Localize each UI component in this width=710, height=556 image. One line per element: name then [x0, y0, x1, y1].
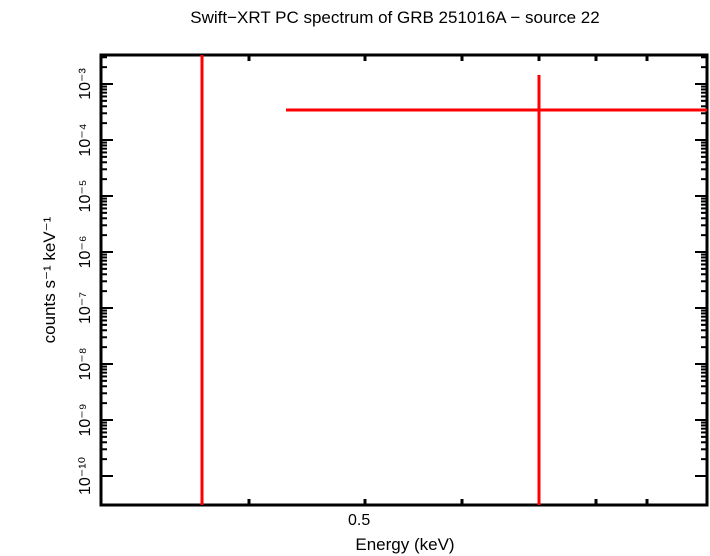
svg-text:10⁻⁷: 10⁻⁷	[77, 292, 94, 324]
x-axis-label: Energy (keV)	[355, 535, 455, 554]
plot-frame	[99, 53, 709, 507]
y-tick-labels: 10⁻³ 10⁻⁴ 10⁻⁵ 10⁻⁶ 10⁻⁷ 10⁻⁸ 10⁻⁹ 10⁻¹⁰	[77, 68, 94, 495]
data-series	[200, 55, 707, 505]
svg-text:10⁻⁴: 10⁻⁴	[77, 123, 94, 156]
svg-text:10⁻¹⁰: 10⁻¹⁰	[77, 457, 94, 495]
svg-text:10⁻⁶: 10⁻⁶	[77, 236, 94, 269]
chart-title: Swift−XRT PC spectrum of GRB 251016A − s…	[190, 8, 600, 27]
svg-text:10⁻⁸: 10⁻⁸	[77, 348, 94, 381]
x-tick-label: 0.5	[348, 512, 371, 529]
svg-text:10⁻⁵: 10⁻⁵	[77, 180, 94, 213]
y-ticks	[101, 56, 707, 477]
svg-text:10⁻⁹: 10⁻⁹	[77, 403, 94, 436]
svg-text:10⁻³: 10⁻³	[77, 68, 94, 100]
x-ticks	[247, 55, 649, 505]
y-axis-label: counts s⁻¹ keV⁻¹	[40, 216, 59, 344]
